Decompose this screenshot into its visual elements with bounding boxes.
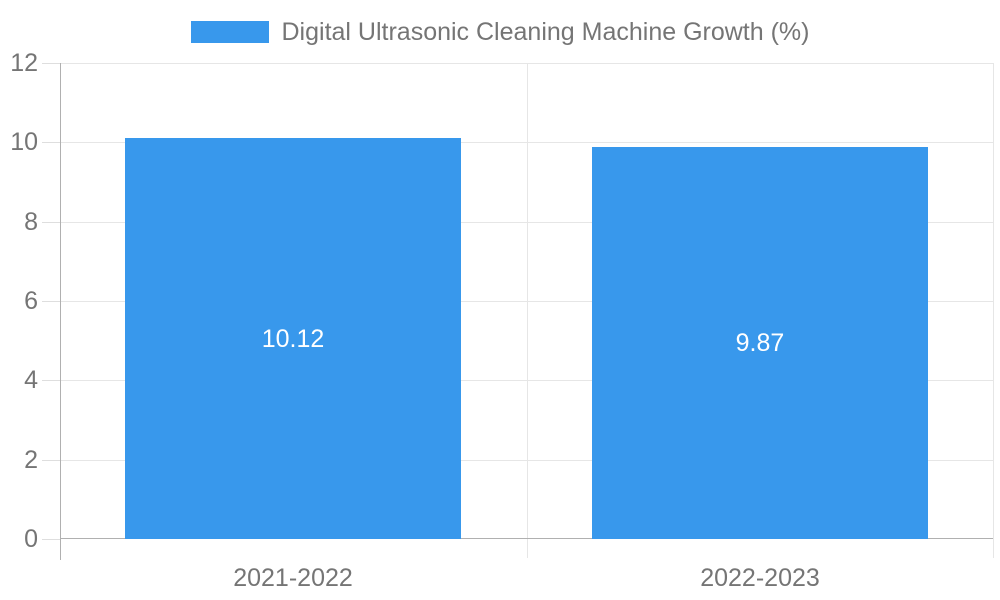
x-axis-line [60, 538, 993, 539]
plot-area: 0 2 4 6 8 10 12 10.12 9.87 2021-2022 2022-2023 [10, 49, 994, 592]
y-axis-label: 0 [24, 525, 38, 553]
y-tick-mark [42, 301, 60, 302]
x-axis-label: 2021-2022 [233, 564, 353, 592]
y-tick-mark [42, 222, 60, 223]
y-axis-label: 4 [24, 366, 38, 394]
bar[interactable] [125, 138, 461, 539]
y-gridline [60, 222, 993, 223]
y-tick-mark [42, 539, 60, 540]
y-gridline [60, 380, 993, 381]
category-boundary-line [527, 63, 528, 558]
legend-swatch [190, 21, 269, 43]
y-axis-line [60, 63, 61, 560]
y-gridline [60, 460, 993, 461]
bar[interactable] [592, 147, 928, 539]
y-gridline [60, 301, 993, 302]
y-axis-label: 6 [24, 287, 38, 315]
y-tick-mark [42, 380, 60, 381]
legend[interactable]: Digital Ultrasonic Cleaning Machine Grow… [0, 19, 1000, 45]
y-axis-label: 8 [24, 208, 38, 236]
bar-value-label: 9.87 [735, 329, 785, 357]
x-axis-label: 2022-2023 [700, 564, 820, 592]
y-tick-mark [42, 63, 60, 64]
y-gridline [60, 142, 993, 143]
legend-label: Digital Ultrasonic Cleaning Machine Grow… [281, 18, 810, 46]
y-tick-mark [42, 460, 60, 461]
category-boundary-line [993, 63, 994, 558]
y-axis-label: 10 [10, 128, 38, 156]
y-tick-mark [42, 142, 60, 143]
bar-value-label: 10.12 [261, 325, 325, 353]
y-gridline [60, 63, 993, 64]
y-axis-label: 2 [24, 446, 38, 474]
y-axis-label: 12 [10, 49, 38, 77]
